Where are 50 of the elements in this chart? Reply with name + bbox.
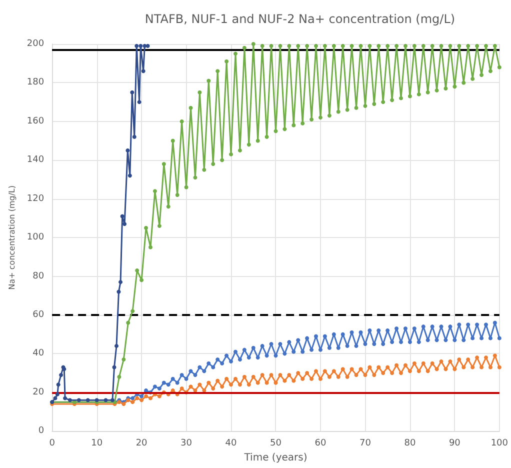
x-tick-label: 20 bbox=[136, 438, 148, 449]
point bbox=[118, 280, 123, 284]
x-tick-label: 100 bbox=[490, 438, 508, 449]
x-axis-title: Time (years) bbox=[243, 452, 308, 464]
point bbox=[110, 398, 114, 402]
y-tick-label: 100 bbox=[26, 232, 44, 243]
point bbox=[137, 100, 142, 104]
y-tick-label: 180 bbox=[26, 78, 44, 88]
point bbox=[128, 174, 132, 178]
x-tick-label: 90 bbox=[448, 438, 461, 449]
point bbox=[141, 69, 146, 74]
y-tick-label: 200 bbox=[26, 39, 44, 49]
point bbox=[55, 392, 60, 396]
point bbox=[130, 90, 134, 94]
point bbox=[132, 134, 136, 139]
point bbox=[116, 290, 121, 294]
x-tick-label: 0 bbox=[49, 438, 56, 449]
y-axis-title: Na+ concentration (mg/L) bbox=[8, 185, 16, 290]
point bbox=[114, 344, 118, 348]
y-tick-label: 0 bbox=[38, 426, 44, 436]
x-tick-label: 40 bbox=[225, 438, 238, 449]
y-tick-label: 20 bbox=[32, 387, 44, 398]
y-tick-label: 140 bbox=[26, 155, 44, 166]
x-tick-label: 60 bbox=[314, 438, 326, 449]
y-tick-label: 120 bbox=[26, 194, 44, 204]
x-tick-label: 80 bbox=[404, 438, 416, 449]
point bbox=[63, 396, 68, 400]
point bbox=[112, 365, 116, 370]
point bbox=[146, 44, 150, 48]
x-tick-label: 30 bbox=[180, 438, 192, 449]
x-tick-label: 50 bbox=[270, 438, 282, 449]
point bbox=[126, 148, 130, 152]
point bbox=[76, 398, 81, 402]
y-tick-label: 40 bbox=[32, 348, 44, 359]
point bbox=[53, 396, 58, 400]
point bbox=[134, 44, 139, 48]
point bbox=[59, 372, 64, 377]
point bbox=[122, 222, 127, 226]
y-tick-label: 80 bbox=[32, 271, 44, 282]
point bbox=[120, 214, 124, 218]
point bbox=[138, 44, 143, 48]
point bbox=[104, 398, 108, 402]
point bbox=[68, 398, 72, 402]
x-tick-label: 10 bbox=[91, 438, 103, 449]
x-tick-label: 70 bbox=[359, 438, 372, 449]
y-tick-label: 60 bbox=[32, 310, 44, 320]
chart-title: NTAFB, NUF-1 and NUF-2 Na+ concentration (mg/L) bbox=[144, 12, 456, 26]
y-tick-label: 160 bbox=[26, 116, 44, 126]
point bbox=[86, 398, 90, 402]
point bbox=[56, 382, 60, 387]
